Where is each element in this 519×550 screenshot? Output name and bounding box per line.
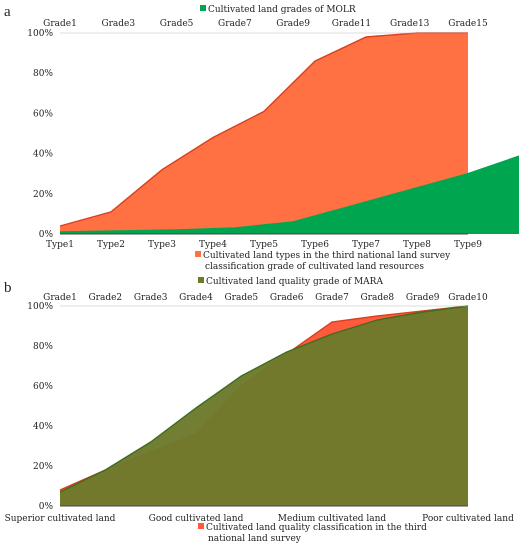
y-axis-tick-label: 100% [27, 302, 53, 312]
top-axis-tick-label: Grade11 [332, 19, 371, 29]
series-area-2 [60, 306, 468, 506]
panel-label-b: b [4, 280, 12, 296]
legend-swatch-top [200, 5, 206, 11]
bottom-axis-tick-label: Type9 [454, 240, 482, 250]
legend-label-bottom-line: Cultivated land quality classification i… [206, 523, 427, 533]
y-axis-tick-label: 80% [33, 342, 53, 352]
y-axis-tick-label: 0% [39, 230, 54, 240]
y-axis-tick-label: 20% [33, 462, 53, 472]
y-axis-tick-label: 20% [33, 190, 53, 200]
top-axis-tick-label: Grade7 [315, 293, 349, 303]
bottom-axis-tick-label: Type5 [250, 240, 278, 250]
top-axis-tick-label: Grade1 [43, 293, 77, 303]
top-axis-tick-label: Grade8 [360, 293, 394, 303]
bottom-axis-tick-label: Type8 [403, 240, 431, 250]
y-axis-tick-label: 40% [33, 422, 53, 432]
top-axis-tick-label: Grade2 [88, 293, 122, 303]
top-axis-tick-label: Grade13 [390, 19, 430, 29]
legend-label-bottom-line: national land survey [208, 534, 302, 544]
bottom-axis-tick-label: Type3 [148, 240, 176, 250]
y-axis-tick-label: 100% [27, 29, 53, 39]
panel-label-a: a [4, 4, 11, 20]
legend-swatch-top [198, 277, 204, 283]
chart-panel-b: Grade1 Grade2 Grade3 Grade4 Grade5 Grade6 Grad… [5, 277, 514, 544]
bottom-axis-tick-label: Type1 [46, 240, 74, 250]
top-axis-tick-label: Grade5 [160, 19, 194, 29]
top-axis-tick-label: Grade3 [134, 293, 168, 303]
bottom-axis-tick-label: Medium cultivated land [278, 514, 387, 524]
series-line-2 [59, 155, 519, 233]
top-axis-tick-label: Grade6 [270, 293, 304, 303]
top-axis-tick-label: Grade4 [179, 293, 213, 303]
bottom-axis-tick-label: Type7 [352, 240, 380, 250]
legend-label-bottom-line: Cultivated land types in the third natio… [203, 251, 451, 261]
top-axis-tick-label: Grade1 [43, 19, 77, 29]
bottom-axis-tick-label: Superior cultivated land [5, 514, 116, 524]
y-axis-tick-label: 60% [33, 382, 53, 392]
bottom-axis-tick-label: Type2 [97, 240, 125, 250]
legend-label-top: Cultivated land quality grade of MARA [206, 277, 383, 287]
y-axis-tick-label: 0% [39, 502, 54, 512]
top-axis-tick-label: Grade9 [276, 19, 310, 29]
top-axis-tick-label: Grade15 [448, 19, 488, 29]
series-area-2 [60, 156, 519, 234]
bottom-axis-tick-label: Type6 [301, 240, 329, 250]
y-axis-tick-label: 60% [33, 109, 53, 119]
series-line-2 [59, 305, 469, 493]
y-axis-tick-label: 40% [33, 150, 53, 160]
legend-swatch-bottom [198, 523, 204, 529]
legend-label-top: Cultivated land grades of MOLR [208, 5, 356, 15]
top-axis-tick-label: Grade3 [101, 19, 135, 29]
series-line-1 [59, 32, 468, 227]
legend-swatch-bottom [195, 251, 201, 257]
chart-panel-a: Grade1 Grade3 Grade5 Grade7 Grade9 Grade11 Gra… [27, 5, 519, 272]
bottom-axis-tick-label: Poor cultivated land [422, 514, 514, 524]
series-area-1 [60, 33, 468, 234]
bottom-axis-tick-label: Type4 [199, 240, 227, 250]
top-axis-tick-label: Grade5 [224, 293, 258, 303]
top-axis-tick-label: Grade9 [406, 293, 440, 303]
legend-label-bottom-line: classification grade of cultivated land … [205, 262, 424, 272]
bottom-axis-tick-label: Good cultivated land [149, 514, 244, 524]
y-axis-tick-label: 80% [33, 69, 53, 79]
top-axis-tick-label: Grade7 [218, 19, 252, 29]
top-axis-tick-label: Grade10 [448, 293, 488, 303]
